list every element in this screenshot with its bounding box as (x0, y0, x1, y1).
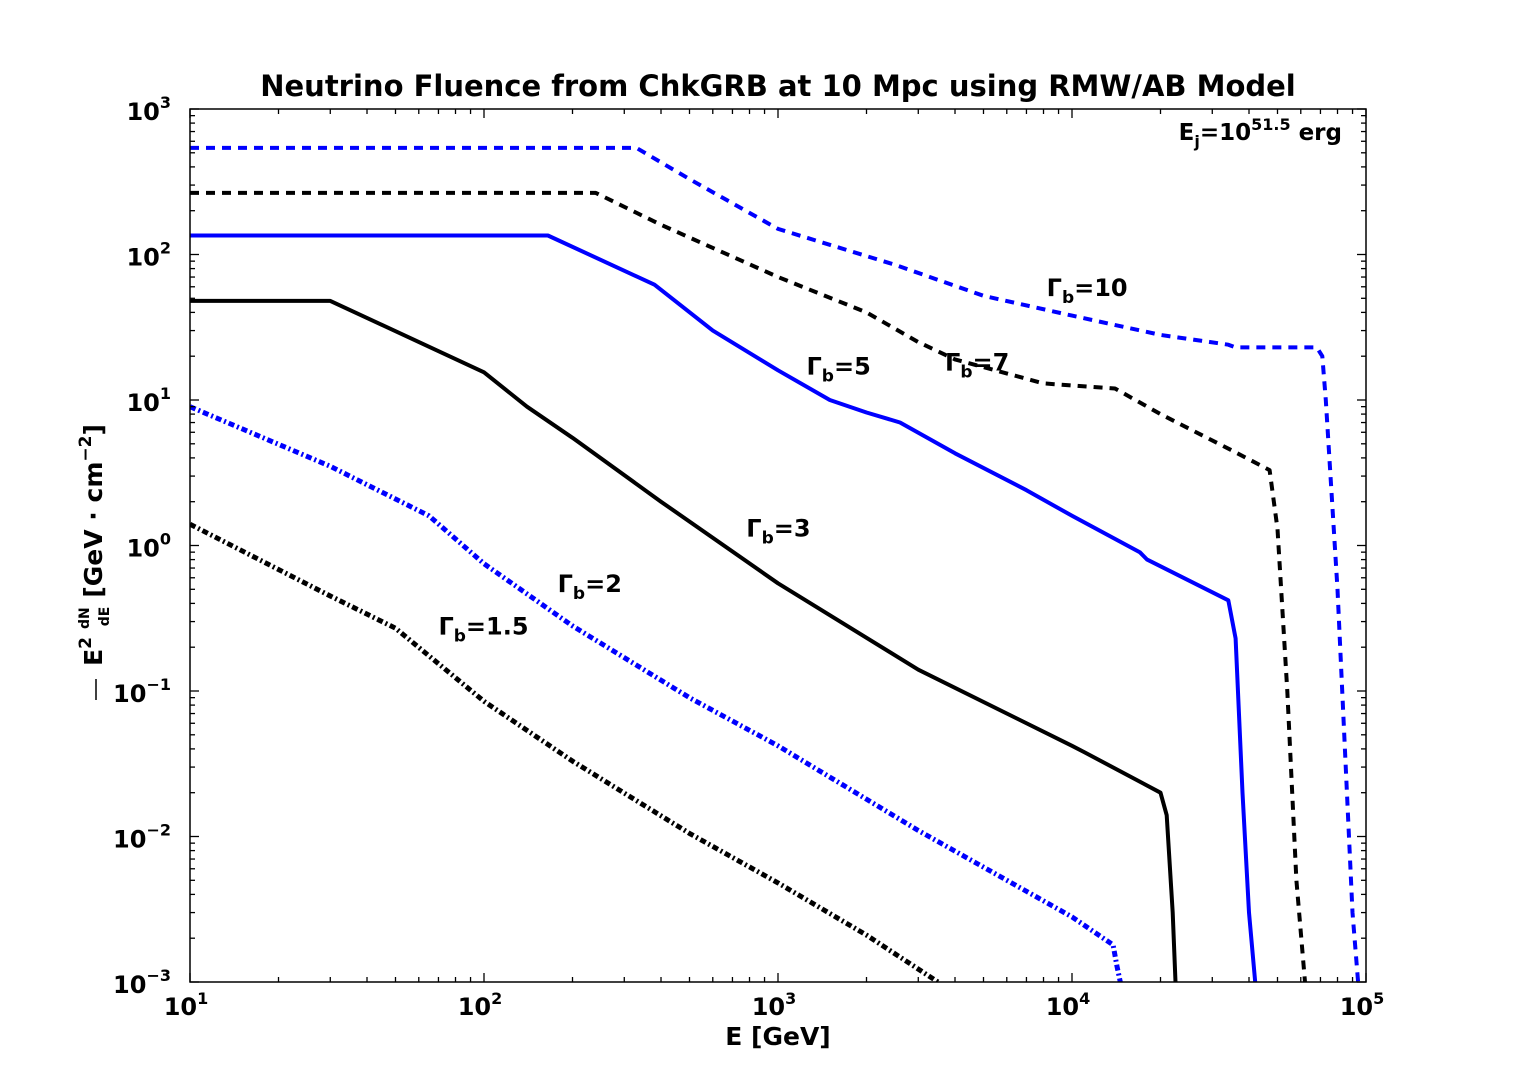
y-label-bracket-open: [GeV · cm (79, 462, 108, 598)
chart-title: Neutrino Fluence from ChkGRB at 10 Mpc u… (260, 69, 1296, 103)
energy-annotation-sup: 51.5 (1251, 115, 1290, 134)
series-line-2 (190, 233, 1258, 982)
series-line-3 (190, 298, 1178, 982)
x-axis-label: E [GeV] (725, 1022, 830, 1051)
series-label-5: Γb=1.5 (438, 612, 528, 646)
energy-annotation-sub: j (1193, 132, 1199, 151)
energy-annotation-tail: erg (1291, 120, 1342, 146)
y-tick-label-6: 103 (126, 93, 171, 126)
y-label-frac-num: dN (77, 607, 93, 629)
y-label-bracket-sup: −2 (76, 436, 96, 462)
series-label-1: Γb=7 (945, 348, 1009, 382)
x-tick-label-0: 101 (164, 989, 209, 1021)
x-tick-label-1: 102 (458, 989, 503, 1021)
y-tick-label-5: 102 (126, 239, 171, 272)
x-tick-label-2: 103 (752, 989, 797, 1021)
y-label-prefix: E (79, 649, 108, 666)
series-label-2: Γb=5 (806, 352, 870, 386)
energy-annotation: Ej=1051.5 erg (1179, 115, 1342, 151)
series-group (190, 145, 1361, 982)
y-axis-label: E2 dN dE [GeV · cm−2] (76, 424, 113, 700)
ticks-group: 101 102 103 104 105 10−3 10−2 10−1 100 101 102 103 (113, 93, 1384, 1021)
series-line-0 (190, 145, 1361, 982)
x-tick-label-4: 105 (1340, 989, 1385, 1021)
series-labels: Γb=10 Γb=7 Γb=5 Γb=3 Γb=2 Γb=1.5 (438, 274, 1127, 647)
y-tick-label-3: 100 (126, 530, 171, 563)
y-tick-label-1: 10−2 (113, 821, 171, 854)
series-line-4 (190, 404, 1123, 982)
y-label-frac-den: dE (97, 607, 113, 627)
series-label-4: Γb=2 (558, 570, 622, 604)
series-line-5 (190, 521, 940, 982)
y-label-bracket-close: ] (79, 424, 108, 435)
series-line-1 (190, 190, 1307, 982)
y-axis-label-text: E2 dN dE [GeV · cm−2] (76, 424, 113, 666)
y-tick-label-0: 10−3 (113, 966, 171, 999)
series-label-0: Γb=10 (1047, 274, 1128, 308)
y-label-prefix-sup: 2 (76, 637, 96, 649)
x-tick-label-3: 104 (1046, 989, 1091, 1021)
plot-area (190, 109, 1366, 982)
series-label-3: Γb=3 (746, 515, 810, 549)
y-tick-label-2: 10−1 (113, 675, 171, 708)
energy-annotation-base: E (1179, 120, 1195, 146)
y-tick-label-4: 101 (126, 384, 171, 417)
energy-annotation-mid: =10 (1200, 120, 1251, 146)
